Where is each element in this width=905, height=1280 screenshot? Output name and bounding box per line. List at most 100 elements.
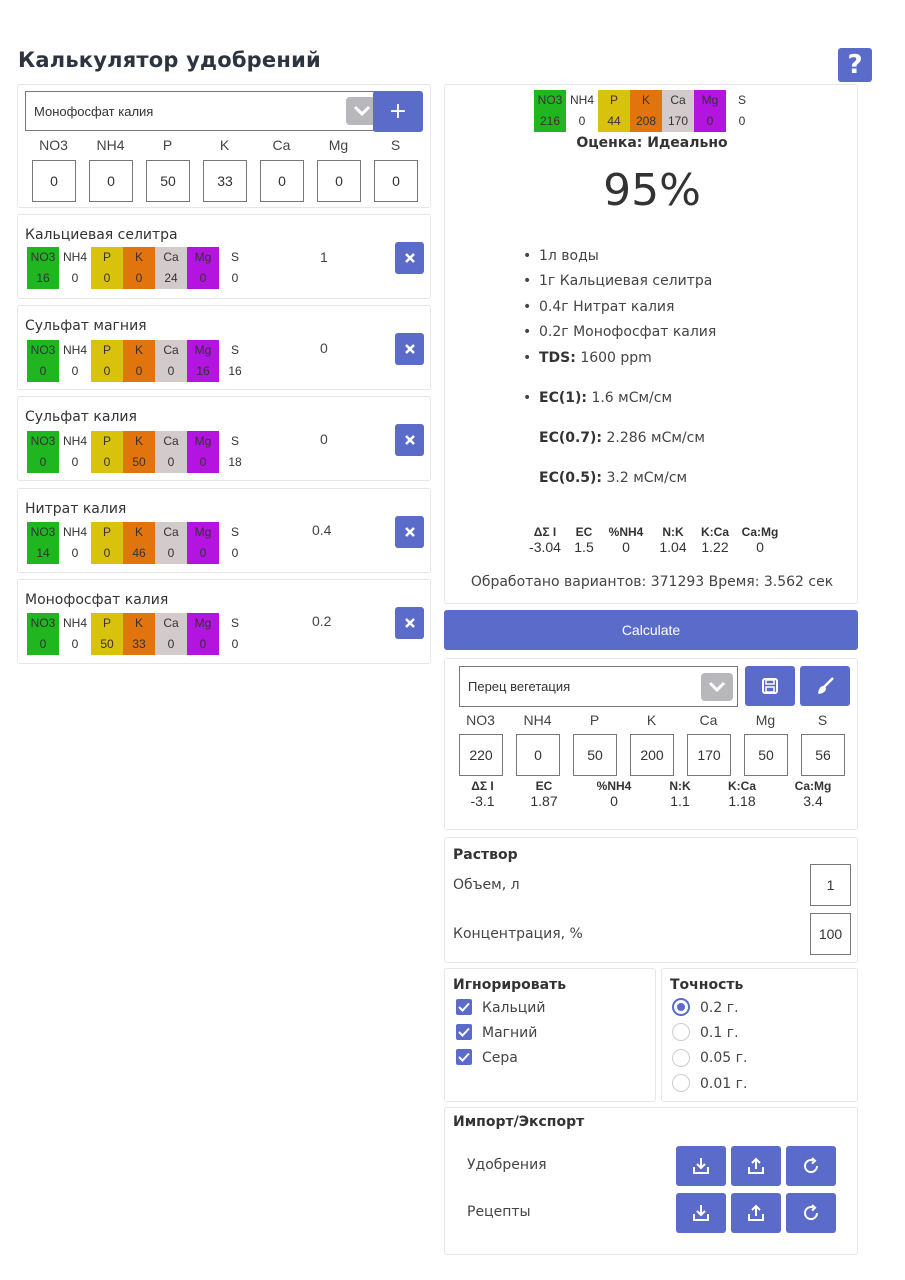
save-icon (762, 678, 778, 694)
page-title: Калькулятор удобрений (18, 48, 321, 72)
ec1-line: EC(1): 1.6 мСм/см (523, 390, 672, 406)
recipe-line: 1г Кальциевая селитра (523, 273, 712, 289)
tds-line: TDS: 1600 ppm (523, 350, 652, 366)
radio-label: 0.2 г. (700, 1000, 739, 1016)
recipe-input-ca[interactable]: 170 (687, 734, 731, 776)
header-ca: Ca (272, 137, 291, 153)
fertilizer-amount: 1 (320, 249, 328, 265)
concentration-input[interactable]: 100 (810, 913, 851, 955)
header-nh4: NH4 (96, 137, 125, 153)
fertilizer-amount: 0.2 (312, 613, 332, 629)
fertilizer-name: Сульфат калия (25, 409, 137, 425)
recipe-select-value: Перец вегетация (468, 679, 571, 694)
recipe-panel: Перец вегетация NO3 NH4 P K Ca Mg S 220 … (444, 658, 858, 830)
fertilizer-select[interactable]: Монофосфат калия (25, 91, 383, 131)
recipe-select[interactable]: Перец вегетация (459, 666, 738, 707)
remove-fertilizer-button[interactable] (395, 242, 424, 274)
add-fertilizer-button[interactable]: + (373, 91, 423, 132)
remove-fertilizer-button[interactable] (395, 516, 424, 548)
ignore-title: Игнорировать (453, 977, 567, 993)
fertilizers-label: Удобрения (467, 1157, 547, 1173)
import-export-title: Импорт/Экспорт (453, 1114, 585, 1130)
close-icon (404, 618, 415, 628)
fertilizer-amount: 0 (320, 340, 328, 356)
input-s[interactable]: 0 (374, 160, 418, 202)
fertilizer-amount: 0 (320, 431, 328, 447)
checkbox-magnesium-label: Магний (482, 1025, 538, 1041)
processed-info: Обработано вариантов: 371293 Время: 3.56… (470, 574, 834, 590)
header-p: P (162, 137, 173, 153)
brush-icon (818, 677, 834, 694)
header-s: S (390, 137, 401, 153)
recipes-label: Рецепты (467, 1204, 531, 1220)
header-mg: Mg (328, 137, 349, 153)
ec07-line: EC(0.7): 2.286 мСм/см (539, 430, 705, 446)
recipe-input-p[interactable]: 50 (573, 734, 617, 776)
result-stats: ΔΣ I -3.04 EC 1.5 %NH4 0 N:K 1.04 K:Ca 1.22 C… (529, 525, 779, 555)
input-no3[interactable]: 0 (32, 160, 76, 202)
export-icon (748, 1157, 764, 1174)
input-ca[interactable]: 0 (260, 160, 304, 202)
clear-recipe-button[interactable] (800, 666, 850, 706)
close-icon (404, 253, 415, 263)
fertilizer-card: Монофосфат калия NO3 0 NH4 0 P 50 K 33 Ca 0 M… (17, 579, 431, 664)
radio-precision-0-1[interactable] (672, 1023, 690, 1041)
checkbox-sulfur-label: Сера (482, 1050, 518, 1066)
chevron-down-icon (701, 672, 733, 701)
fertilizer-name: Кальциевая селитра (25, 227, 178, 243)
recipe-line: 0.2г Монофосфат калия (523, 324, 716, 340)
checkbox-calcium-label: Кальций (482, 1000, 546, 1016)
close-icon (404, 527, 415, 537)
radio-label: 0.01 г. (700, 1076, 748, 1092)
export-fertilizers-button[interactable] (731, 1146, 781, 1186)
input-p[interactable]: 50 (146, 160, 190, 202)
input-mg[interactable]: 0 (317, 160, 361, 202)
import-recipes-button[interactable] (676, 1193, 726, 1233)
remove-fertilizer-button[interactable] (395, 333, 424, 365)
recipe-stats: ΔΣ I -3.1 EC 1.87 %NH4 0 N:K 1.1 K:Ca 1.18 Ca… (470, 779, 832, 809)
fertilizer-name: Сульфат магния (25, 318, 147, 334)
header-k: K (219, 137, 230, 153)
ec05-line: EC(0.5): 3.2 мСм/см (539, 470, 688, 486)
import-fertilizers-button[interactable] (676, 1146, 726, 1186)
recipe-input-no3[interactable]: 220 (459, 734, 503, 776)
input-k[interactable]: 33 (203, 160, 247, 202)
recipe-input-s[interactable]: 56 (801, 734, 845, 776)
export-recipes-button[interactable] (731, 1193, 781, 1233)
radio-precision-0-05[interactable] (672, 1049, 690, 1067)
reset-fertilizers-button[interactable] (786, 1146, 836, 1186)
radio-precision-0-2[interactable] (672, 998, 690, 1016)
input-nh4[interactable]: 0 (89, 160, 133, 202)
checkbox-calcium[interactable] (456, 999, 472, 1015)
calculate-button[interactable]: Calculate (444, 610, 858, 650)
remove-fertilizer-button[interactable] (395, 424, 424, 456)
recipe-input-nh4[interactable]: 0 (516, 734, 560, 776)
help-button[interactable]: ? (838, 48, 872, 82)
volume-input[interactable]: 1 (810, 864, 851, 906)
recipe-input-mg[interactable]: 50 (744, 734, 788, 776)
fertilizer-amount: 0.4 (312, 522, 332, 538)
chevron-down-icon (346, 97, 378, 125)
radio-label: 0.05 г. (700, 1050, 748, 1066)
solution-title: Раствор (453, 847, 518, 863)
radio-precision-0-01[interactable] (672, 1074, 690, 1092)
refresh-icon (804, 1204, 819, 1221)
reset-recipes-button[interactable] (786, 1193, 836, 1233)
recipe-line: 1л воды (523, 248, 599, 264)
checkbox-sulfur[interactable] (456, 1049, 472, 1065)
checkbox-magnesium[interactable] (456, 1024, 472, 1040)
ignore-panel: Игнорировать Кальций Магний Сера (444, 968, 656, 1102)
recipe-input-k[interactable]: 200 (630, 734, 674, 776)
add-fertilizer-panel: Монофосфат калия + NO3 NH4 P K Ca Mg S 0… (17, 84, 431, 208)
refresh-icon (804, 1157, 819, 1174)
remove-fertilizer-button[interactable] (395, 607, 424, 639)
fertilizer-name: Нитрат калия (25, 501, 127, 517)
export-icon (748, 1204, 764, 1221)
save-recipe-button[interactable] (745, 666, 795, 706)
